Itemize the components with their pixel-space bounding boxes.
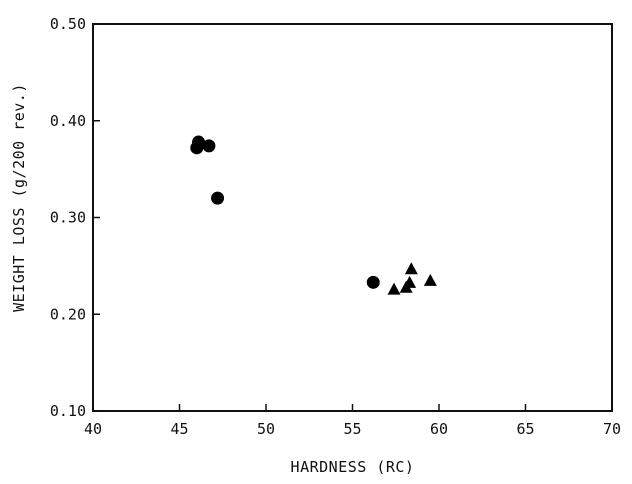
data-point-circle (366, 275, 380, 289)
x-tick-label: 70 (603, 420, 621, 438)
y-axis-tick-labels: 0.10 0.20 0.30 0.40 0.50 (50, 15, 86, 420)
y-axis-title: WEIGHT LOSS (g/200 rev.) (10, 83, 28, 312)
y-tick-label: 0.40 (50, 112, 86, 130)
data-point-circle (211, 191, 225, 205)
x-axis-tick-labels: 40 45 50 55 60 65 70 (84, 420, 621, 438)
data-markers (190, 135, 437, 295)
data-point-triangle (423, 273, 437, 286)
data-point-triangle (404, 262, 418, 275)
data-point-circle (202, 139, 216, 153)
data-point-circle (190, 141, 204, 155)
data-point-triangle (403, 275, 417, 288)
x-tick-label: 45 (170, 420, 188, 438)
y-tick-label: 0.10 (50, 402, 86, 420)
y-tick-label: 0.20 (50, 305, 86, 323)
y-tick-label: 0.30 (50, 209, 86, 227)
plot-frame (92, 23, 613, 412)
x-tick-label: 55 (343, 420, 361, 438)
x-tick-label: 65 (516, 420, 534, 438)
data-point-triangle (387, 282, 401, 295)
x-axis-ticks (92, 404, 613, 411)
y-axis-ticks (93, 23, 100, 412)
x-tick-label: 40 (84, 420, 102, 438)
x-axis-title: HARDNESS (RC) (291, 458, 415, 476)
y-tick-label: 0.50 (50, 15, 86, 33)
x-tick-label: 60 (430, 420, 448, 438)
x-tick-label: 50 (257, 420, 275, 438)
